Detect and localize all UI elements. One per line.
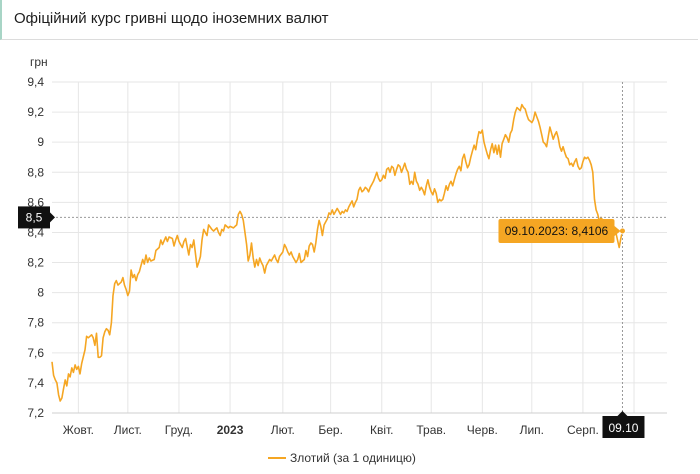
x-tick-label: Трав. bbox=[416, 423, 446, 437]
x-tick-label: Лют. bbox=[271, 423, 295, 437]
x-tick-label: Бер. bbox=[318, 423, 343, 437]
crosshair-y-badge bbox=[18, 206, 50, 229]
x-tick-label: Серп. bbox=[567, 423, 599, 437]
x-tick-label: Черв. bbox=[467, 423, 498, 437]
x-tick-label: 2023 bbox=[217, 423, 244, 437]
y-tick-label: 7,2 bbox=[27, 406, 44, 420]
chart-area[interactable]: 7,2 7,4 7,6 7,8 8 8,2 8,4 8,6 8,8 9 9,2 9,4 грн Жовт.… bbox=[0, 40, 700, 469]
tooltip-box bbox=[498, 218, 615, 243]
x-tick-label: Груд. bbox=[165, 423, 193, 437]
crosshair-x-value: 09.10 bbox=[608, 421, 638, 435]
widget-header: Офіційний курс гривні щодо іноземних вал… bbox=[0, 0, 698, 40]
y-tick-label: 9,4 bbox=[27, 75, 44, 89]
y-tick-label: 9,2 bbox=[27, 105, 44, 119]
y-tick-label: 8,4 bbox=[27, 225, 44, 239]
y-tick-label: 8 bbox=[37, 286, 44, 300]
y-tick-label: 7,8 bbox=[27, 316, 44, 330]
crosshair-x-badge bbox=[602, 416, 645, 438]
y-tick-label: 8,2 bbox=[27, 256, 44, 270]
crosshair-y-value: 8,5 bbox=[26, 210, 43, 224]
widget-title: Офіційний курс гривні щодо іноземних вал… bbox=[14, 10, 329, 27]
x-tick-label: Лип. bbox=[520, 423, 544, 437]
series-line-zloty[interactable] bbox=[51, 103, 624, 402]
line-chart[interactable]: 7,2 7,4 7,6 7,8 8 8,2 8,4 8,6 8,8 9 9,2 9,4 грн Жовт.… bbox=[0, 40, 700, 469]
tooltip-arrow bbox=[614, 225, 621, 236]
crosshair-y-badge-arrow bbox=[50, 212, 55, 223]
y-tick-label: 9 bbox=[37, 135, 44, 149]
y-axis-unit: грн bbox=[30, 55, 48, 69]
crosshair-x-badge-arrow bbox=[617, 411, 628, 416]
tooltip-text: 09.10.2023: 8,4106 bbox=[505, 224, 609, 238]
x-tick-label: Квіт. bbox=[370, 423, 394, 437]
y-tick-label: 8,6 bbox=[27, 195, 44, 209]
y-tick-label: 8,8 bbox=[27, 165, 44, 179]
legend-label-zloty: Злотий (за 1 одиницю) bbox=[290, 451, 416, 465]
x-tick-label: Жовт. bbox=[63, 423, 94, 437]
y-tick-label: 7,6 bbox=[27, 346, 44, 360]
x-tick-label: Лист. bbox=[114, 423, 142, 437]
y-tick-label: 7,4 bbox=[27, 376, 44, 390]
